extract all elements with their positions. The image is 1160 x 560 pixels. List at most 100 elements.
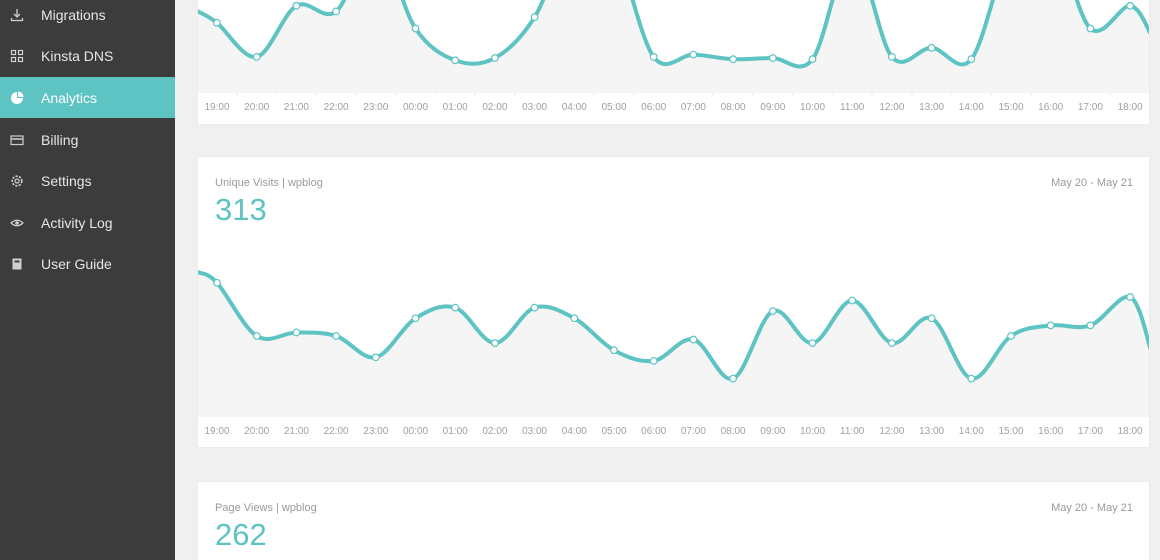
x-tick-label: 12:00	[872, 93, 911, 123]
pie-chart-icon	[9, 90, 25, 106]
x-tick-label: 14:00	[952, 417, 991, 447]
chart-data-point[interactable]	[332, 332, 341, 340]
chart-data-point[interactable]	[729, 55, 737, 64]
chart-data-point[interactable]	[927, 43, 936, 52]
chart-data-point[interactable]	[1126, 1, 1134, 10]
sidebar-item-settings[interactable]: Settings	[0, 160, 175, 201]
date-range[interactable]: May 20 - May 21	[1051, 177, 1133, 189]
chart-data-point[interactable]	[451, 56, 460, 65]
chart-data-point[interactable]	[252, 53, 261, 61]
chart-data-point[interactable]	[927, 314, 936, 323]
line-chart	[198, 0, 1149, 96]
gear-icon	[9, 173, 25, 189]
chart-data-point[interactable]	[768, 307, 777, 316]
chart-data-point[interactable]	[411, 314, 420, 323]
x-tick-label: 17:00	[1071, 93, 1110, 123]
x-tick-label: 17:00	[1071, 417, 1110, 447]
x-axis-ticks: 19:00 20:00 21:00 22:00 23:00 00:00 01:00 02:00…	[198, 417, 1149, 447]
card-title: Unique Visits | wpblog	[215, 177, 323, 189]
x-tick-label: 01:00	[436, 417, 475, 447]
date-range[interactable]: May 20 - May 21	[1051, 502, 1133, 514]
chart-area-fill	[198, 0, 1149, 96]
sidebar-item-label: Activity Log	[41, 214, 113, 231]
chart-data-point[interactable]	[1086, 24, 1095, 33]
x-tick-label: 03:00	[515, 93, 554, 123]
credit-card-icon	[9, 132, 25, 148]
card-value: 262	[215, 517, 267, 552]
chart-data-point[interactable]	[570, 314, 579, 323]
sidebar-item-activity-log[interactable]: Activity Log	[0, 202, 175, 243]
analytics-card: 19:00 20:00 21:00 22:00 23:00 00:00 01:00 02:00…	[197, 0, 1150, 125]
x-tick-label: 07:00	[674, 93, 713, 123]
x-tick-label: 19:00	[198, 417, 236, 447]
chart-data-point[interactable]	[610, 346, 618, 355]
card-title: Page Views | wpblog	[215, 502, 317, 514]
chart-data-point[interactable]	[1086, 321, 1095, 330]
chart-data-point[interactable]	[451, 303, 460, 312]
chart-data-point[interactable]	[768, 54, 777, 62]
chart-data-point[interactable]	[649, 356, 658, 365]
x-tick-label: 21:00	[277, 417, 316, 447]
chart-data-point[interactable]	[213, 278, 221, 287]
chart-data-point[interactable]	[213, 18, 221, 27]
x-tick-label: 04:00	[555, 93, 594, 123]
sidebar-item-billing[interactable]: Billing	[0, 119, 175, 160]
chart-data-point[interactable]	[848, 296, 857, 305]
x-tick-label: 03:00	[515, 417, 554, 447]
chart-data-point[interactable]	[292, 1, 301, 10]
x-tick-label: 09:00	[753, 417, 792, 447]
x-tick-label: 02:00	[475, 417, 514, 447]
chart-data-point[interactable]	[530, 13, 539, 22]
x-tick-label: 05:00	[595, 93, 633, 123]
x-tick-label: 00:00	[396, 93, 435, 123]
main-content: 19:00 20:00 21:00 22:00 23:00 00:00 01:00 02:00…	[175, 0, 1160, 560]
x-tick-label: 10:00	[793, 417, 832, 447]
chart-data-point[interactable]	[967, 374, 976, 383]
sidebar-item-label: Analytics	[41, 89, 98, 106]
x-tick-label: 09:00	[753, 93, 792, 123]
x-tick-label: 05:00	[595, 417, 633, 447]
sidebar-item-user-guide[interactable]: User Guide	[0, 243, 175, 284]
chart-data-point[interactable]	[371, 353, 380, 362]
x-tick-label: 16:00	[1031, 93, 1070, 123]
chart-data-point[interactable]	[491, 54, 499, 62]
eye-icon	[9, 215, 25, 231]
x-tick-label: 11:00	[833, 417, 872, 447]
x-tick-label: 15:00	[992, 417, 1030, 447]
sidebar-item-migrations[interactable]: Migrations	[0, 0, 175, 35]
chart-series-line	[198, 0, 1149, 69]
download-icon	[9, 7, 25, 23]
grid-icon	[9, 48, 25, 64]
x-tick-label: 18:00	[1111, 417, 1149, 447]
chart-data-point[interactable]	[967, 55, 976, 64]
unique-visits-card: Unique Visits | wpblog 313 May 20 - May …	[197, 156, 1150, 448]
x-tick-label: 20:00	[237, 93, 276, 123]
sidebar-item-analytics[interactable]: Analytics	[0, 77, 175, 118]
chart-data-point[interactable]	[292, 328, 301, 337]
chart-data-point[interactable]	[1007, 332, 1015, 340]
chart-data-point[interactable]	[808, 339, 817, 347]
chart-data-point[interactable]	[252, 332, 261, 340]
chart-data-point[interactable]	[888, 53, 896, 61]
chart-data-point[interactable]	[530, 303, 539, 312]
x-tick-label: 00:00	[396, 417, 435, 447]
x-tick-label: 07:00	[674, 417, 713, 447]
chart-data-point[interactable]	[332, 7, 341, 16]
sidebar-item-label: Migrations	[41, 6, 106, 23]
chart-data-point[interactable]	[808, 55, 817, 64]
x-tick-label: 15:00	[992, 93, 1030, 123]
sidebar-item-kinsta-dns[interactable]: Kinsta DNS	[0, 35, 175, 76]
chart-data-point[interactable]	[689, 335, 698, 344]
chart-data-point[interactable]	[411, 24, 420, 33]
book-icon	[9, 256, 25, 272]
sidebar: Migrations Kinsta DNS Analytics Billing …	[0, 0, 175, 560]
x-axis-ticks: 19:00 20:00 21:00 22:00 23:00 00:00 01:00 02:00…	[198, 93, 1149, 123]
card-value: 313	[215, 192, 267, 227]
chart-data-point[interactable]	[491, 339, 499, 347]
chart-data-point[interactable]	[649, 53, 658, 61]
chart-data-point[interactable]	[1126, 293, 1134, 301]
chart-data-point[interactable]	[888, 339, 896, 347]
chart-data-point[interactable]	[1046, 321, 1055, 330]
chart-data-point[interactable]	[729, 374, 737, 383]
chart-data-point[interactable]	[689, 50, 698, 59]
